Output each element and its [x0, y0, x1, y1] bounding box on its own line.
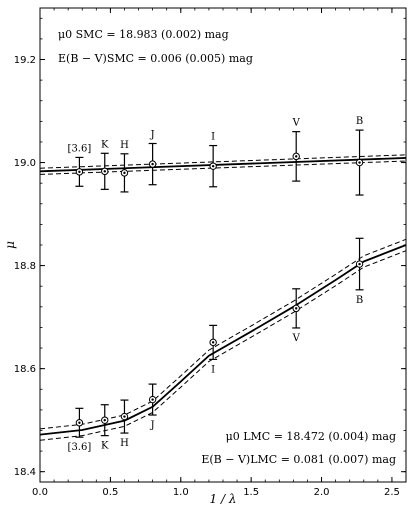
lmc-fit-upper-bound [39, 238, 407, 430]
x-axis-title: 1 / λ [210, 492, 237, 506]
smc-point-center [78, 170, 81, 174]
smc-fit-lower-bound [39, 160, 407, 175]
y-tick-label: 19.2 [14, 55, 36, 66]
smc-point-center [151, 162, 154, 166]
smc-band-label: I [211, 132, 215, 143]
y-tick-label: 19.0 [14, 158, 36, 169]
lmc-band-label: K [101, 441, 109, 452]
lmc-band-label: J [150, 420, 155, 431]
lmc-band-label: I [211, 364, 215, 375]
smc-band-label: J [150, 130, 155, 141]
y-axis-title: μ [3, 241, 17, 249]
lmc-fit-line [39, 244, 407, 436]
x-tick-label: 1.0 [173, 487, 189, 498]
x-tick-label: 0.5 [102, 487, 118, 498]
y-tick-label: 18.8 [14, 261, 36, 272]
smc-mu-annotation: μ0 SMC = 18.983 (0.002) mag [58, 28, 229, 41]
smc-band-label: H [120, 140, 129, 151]
x-tick-label: 0.0 [32, 487, 48, 498]
lmc-band-label: H [120, 438, 129, 449]
lmc-mu-annotation: μ0 LMC = 18.472 (0.004) mag [226, 430, 396, 443]
lmc-fit-lower-bound [39, 250, 407, 441]
smc-point-center [103, 170, 106, 173]
lmc-point-center [295, 307, 298, 310]
lmc-ebv-annotation: E(B − V)LMC = 0.081 (0.007) mag [201, 453, 396, 466]
fit-lines [39, 154, 407, 441]
axis-ticks: 0.0 0.5 1.0 1.5 2.0 2.5 18.4 18.6 18.8 19.0 19.2 [14, 8, 407, 498]
smc-band-label: V [292, 118, 301, 129]
lmc-point-center [358, 262, 361, 266]
smc-fit-line [39, 157, 407, 173]
smc-ebv-annotation: E(B − V)SMC = 0.006 (0.005) mag [58, 52, 253, 65]
smc-fit-upper-bound [39, 154, 407, 169]
lmc-band-label: V [292, 333, 301, 344]
smc-band-label: [3.6] [68, 143, 92, 154]
smc-band-label: B [356, 116, 363, 127]
lmc-band-label: [3.6] [68, 442, 92, 453]
x-tick-label: 1.5 [243, 487, 259, 498]
y-tick-label: 18.4 [14, 467, 36, 478]
lmc-band-label: B [356, 295, 363, 306]
smc-point-center [211, 164, 215, 168]
lmc-point-center [78, 421, 81, 424]
x-tick-label: 2.5 [384, 487, 400, 498]
smc-band-label: K [101, 139, 109, 150]
plot-frame [39, 7, 407, 483]
lmc-point-center [151, 398, 154, 401]
lmc-point-center [211, 341, 215, 344]
smc-point-center [358, 161, 361, 164]
lmc-point-center [103, 418, 106, 422]
y-tick-label: 18.6 [14, 364, 36, 375]
x-tick-label: 2.0 [314, 487, 330, 498]
lmc-point-center [123, 415, 126, 418]
smc-point-center [123, 171, 126, 175]
smc-point-center [295, 155, 298, 158]
